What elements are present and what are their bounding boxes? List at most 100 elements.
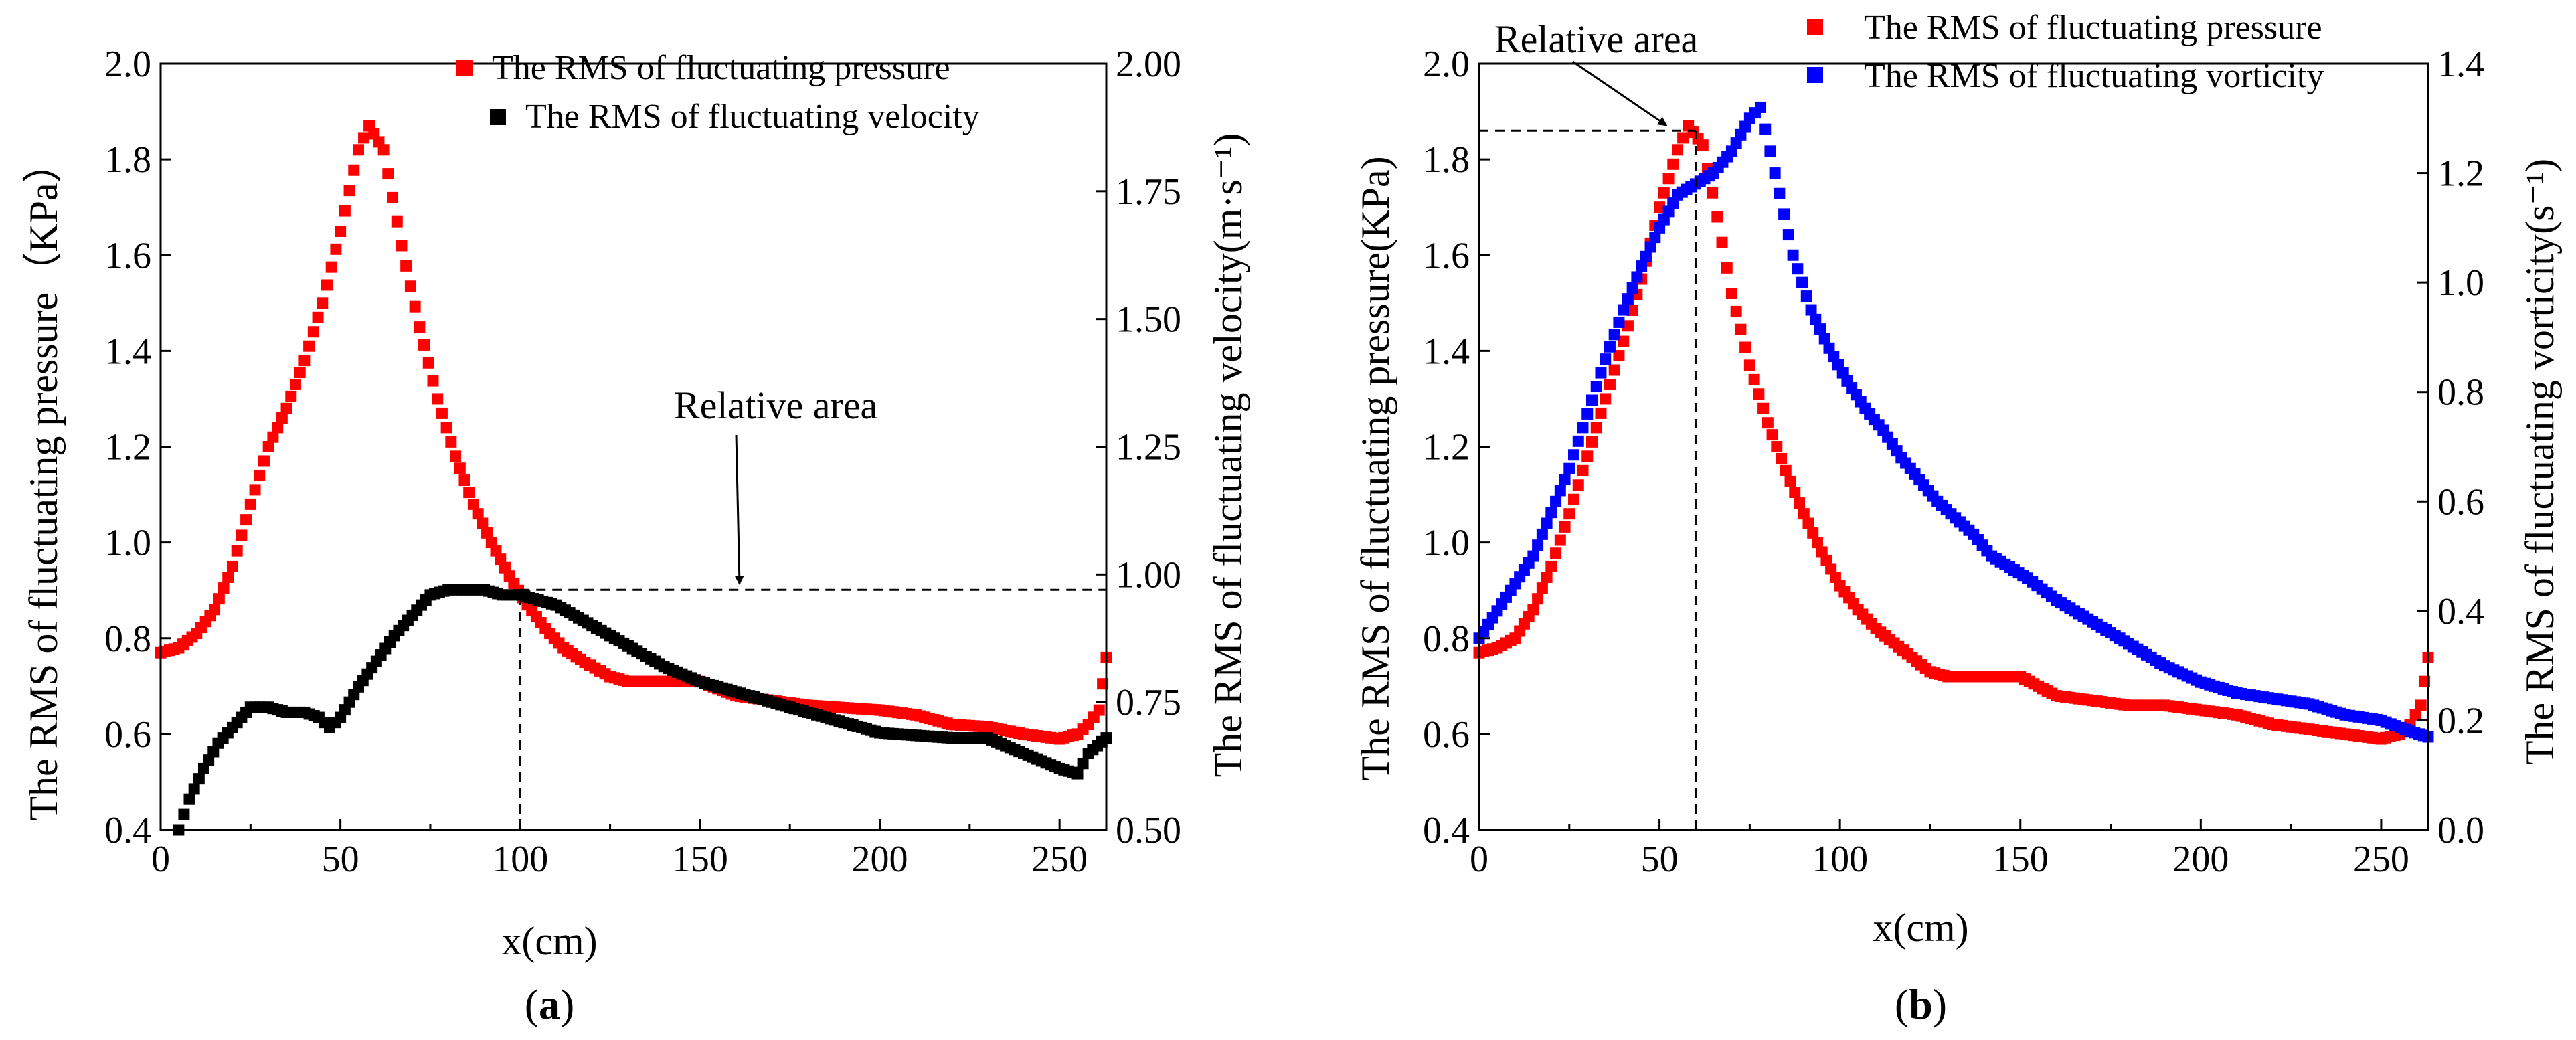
panel-a-ytick-right-label: 1.25 bbox=[1116, 427, 1181, 468]
panel-a-point-series-1 bbox=[339, 205, 351, 217]
panel-b-point-series-2 bbox=[1649, 232, 1661, 244]
panel-a-point-series-2 bbox=[1077, 758, 1089, 770]
panel-b-xtick-label: 200 bbox=[2172, 839, 2229, 880]
panel-b-point-series-1 bbox=[1541, 572, 1553, 584]
panel-b-ytick-right-label: 0.8 bbox=[2437, 372, 2484, 414]
panel-a-annotation-arrow bbox=[734, 434, 744, 586]
panel-a-point-series-1 bbox=[352, 144, 364, 156]
panel-b-point-series-1 bbox=[1559, 521, 1571, 533]
panel-b-point-series-1 bbox=[1622, 320, 1634, 332]
panel-b-ytick-left-label: 1.4 bbox=[1423, 331, 1470, 372]
panel-b-point-series-1 bbox=[1563, 508, 1575, 520]
panel-a-xtick-label: 100 bbox=[492, 839, 548, 880]
panel-b-point-series-1 bbox=[1585, 436, 1598, 448]
panel-b-point-series-2 bbox=[1805, 304, 1817, 316]
panel-a-point-series-1 bbox=[358, 132, 370, 144]
panel-b-point-series-1 bbox=[1608, 364, 1620, 376]
panel-b-point-series-1 bbox=[1735, 323, 1747, 335]
panel-a-xtick-label: 0 bbox=[151, 839, 170, 880]
panel-a-point-series-2 bbox=[178, 808, 190, 820]
panel-a-ytick-right-label: 1.00 bbox=[1116, 554, 1181, 596]
panel-a-point-series-1 bbox=[391, 215, 403, 228]
panel-b-point-series-2 bbox=[1769, 167, 1781, 179]
panel-b-point-series-1 bbox=[1577, 464, 1589, 476]
panel-b-point-series-1 bbox=[1626, 305, 1638, 317]
panel-a-legend-marker-velocity bbox=[490, 109, 506, 125]
panel-b-point-series-2 bbox=[1590, 381, 1602, 393]
panel-a-point-series-2 bbox=[193, 773, 205, 785]
panel-a-point-series-1 bbox=[280, 402, 292, 414]
panel-b-legend-pressure: The RMS of fluctuating pressure bbox=[1864, 9, 2322, 47]
panel-b-point-series-2 bbox=[1782, 229, 1794, 241]
panel-b: 0 50 100 150 200 250 0.4 0.6 0.8 1.0 1.2 1.4 1.6 1.8 2… bbox=[1353, 9, 2562, 1028]
panel-b-point-series-2 bbox=[1764, 145, 1776, 157]
panel-a-xtick-label: 50 bbox=[322, 839, 359, 880]
panel-a-ytick-left-label: 1.8 bbox=[104, 139, 151, 181]
panel-a-point-series-1 bbox=[418, 339, 430, 351]
panel-a-point-series-1 bbox=[1093, 704, 1105, 716]
panel-b-point-series-2 bbox=[1636, 260, 1648, 272]
panel-b-xtick-label: 100 bbox=[1812, 839, 1868, 880]
panel-b-point-series-1 bbox=[1667, 158, 1679, 170]
panel-b-ylabel-right: The RMS of fluctuating vorticity(s⁻¹) bbox=[2518, 159, 2562, 765]
panel-b-point-series-2 bbox=[1572, 435, 1584, 447]
panel-a-point-series-1 bbox=[272, 422, 284, 434]
panel-a-annotation-text: Relative area bbox=[674, 383, 877, 427]
panel-b-point-series-1 bbox=[1658, 187, 1670, 199]
panel-a-point-series-1 bbox=[294, 367, 306, 379]
panel-a-point-series-1 bbox=[387, 191, 399, 203]
panel-b-point-series-1 bbox=[1677, 132, 1689, 144]
panel-a-point-series-1 bbox=[236, 529, 248, 541]
panel-b-ytick-left-label: 1.8 bbox=[1423, 139, 1470, 181]
panel-a-plot-area bbox=[155, 120, 1112, 836]
panel-b-point-series-1 bbox=[1771, 441, 1783, 452]
panel-a-point-series-1 bbox=[481, 527, 493, 539]
panel-a-point-series-1 bbox=[436, 407, 448, 419]
panel-a-point-series-1 bbox=[276, 412, 288, 424]
panel-b-point-series-1 bbox=[1794, 497, 1806, 509]
panel-b-point-series-2 bbox=[1814, 323, 1826, 335]
panel-a-ytick-left-label: 2.0 bbox=[104, 44, 151, 85]
panel-b-point-series-1 bbox=[1600, 393, 1612, 405]
panel-a-point-series-1 bbox=[396, 240, 408, 252]
panel-b-point-series-2 bbox=[1545, 507, 1557, 519]
panel-b-point-series-2 bbox=[1759, 123, 1772, 135]
panel-b-annotation-arrow bbox=[1572, 60, 1668, 126]
panel-b-point-series-2 bbox=[1532, 539, 1544, 551]
panel-b-point-series-1 bbox=[1568, 493, 1580, 505]
panel-a-point-series-1 bbox=[445, 436, 457, 448]
panel-a-point-series-1 bbox=[262, 441, 274, 452]
panel-b-legend-marker-vorticity bbox=[1807, 67, 1823, 83]
panel-a-xtick-label: 150 bbox=[672, 839, 728, 880]
panel-b-point-series-1 bbox=[1613, 350, 1625, 362]
panel-b-point-series-2 bbox=[1644, 241, 1656, 253]
panel-b-point-series-2 bbox=[1640, 250, 1652, 262]
panel-a-point-series-1 bbox=[422, 357, 434, 369]
panel-a-ytick-right-label: 0.50 bbox=[1116, 810, 1181, 851]
panel-b-point-series-1 bbox=[1581, 450, 1594, 462]
panel-b-point-series-2 bbox=[1818, 333, 1830, 345]
panel-b-ytick-right-label: 1.2 bbox=[2437, 153, 2484, 195]
panel-a-ytick-left-label: 1.2 bbox=[104, 427, 151, 468]
panel-b-point-series-2 bbox=[1631, 271, 1643, 283]
panel-b-legend-vorticity: The RMS of fluctuating vorticity bbox=[1864, 57, 2324, 95]
panel-b-point-series-1 bbox=[1757, 402, 1770, 414]
panel-b-point-series-1 bbox=[1739, 341, 1751, 353]
panel-b-ytick-left-label: 2.0 bbox=[1423, 44, 1470, 85]
panel-a-point-series-1 bbox=[472, 508, 484, 520]
panel-a-point-series-1 bbox=[226, 560, 238, 572]
panel-a-point-series-1 bbox=[325, 261, 337, 273]
panel-b-ytick-right-label: 1.0 bbox=[2437, 262, 2484, 304]
panel-b-frame bbox=[1478, 62, 2429, 831]
panel-b-point-series-2 bbox=[1554, 485, 1566, 497]
panel-b-point-series-1 bbox=[1572, 479, 1584, 491]
panel-b-point-series-2 bbox=[1774, 187, 1786, 199]
panel-b-point-series-2 bbox=[1810, 313, 1822, 325]
panel-a-point-series-1 bbox=[409, 300, 421, 313]
panel-b-point-series-1 bbox=[1618, 335, 1630, 347]
panel-b-xtick-label: 0 bbox=[1470, 839, 1488, 880]
panel-a-legend-pressure: The RMS of fluctuating pressure bbox=[492, 49, 950, 87]
panel-a-point-series-1 bbox=[254, 469, 266, 481]
panel-a-point-series-1 bbox=[404, 280, 416, 292]
